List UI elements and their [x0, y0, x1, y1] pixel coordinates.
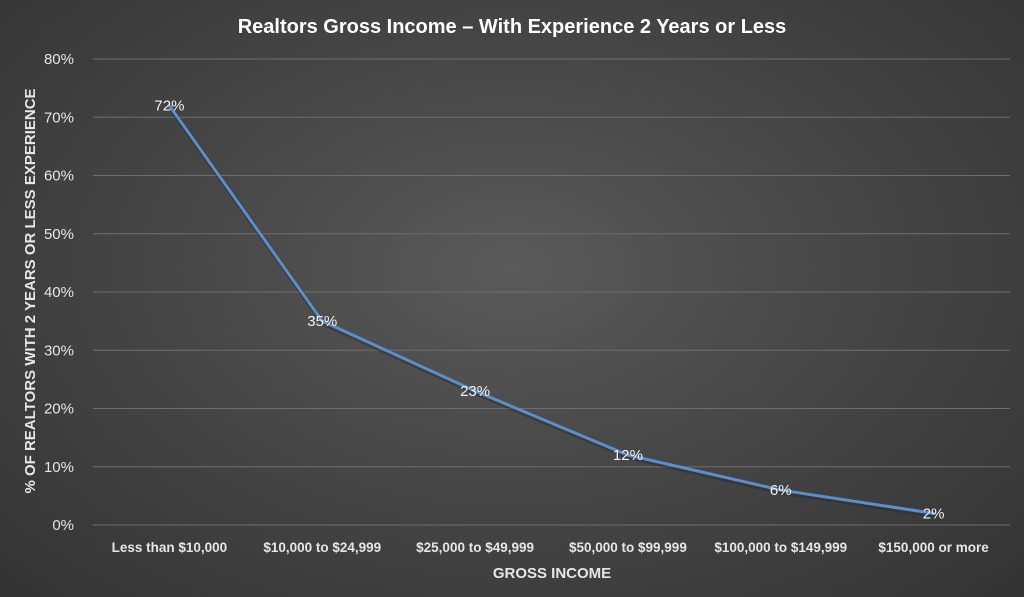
x-tick-label: $25,000 to $49,999	[416, 540, 534, 555]
data-label: 35%	[307, 313, 337, 330]
data-labels: 72% 35% 23% 12% 6% 2%	[154, 98, 944, 523]
y-axis-title: % OF REALTORS WITH 2 YEARS OR LESS EXPER…	[22, 88, 39, 493]
x-tick-label: $50,000 to $99,999	[569, 540, 687, 555]
gridlines	[93, 58, 1010, 526]
x-tick-label: Less than $10,000	[112, 540, 228, 555]
data-point	[779, 488, 783, 492]
x-axis-title: GROSS INCOME	[493, 565, 611, 582]
data-point	[626, 453, 630, 457]
series-line-shadow	[168, 106, 935, 518]
series-layer	[167, 104, 936, 518]
x-tick-label: $10,000 to $24,999	[263, 540, 381, 555]
y-tick-label: 10%	[44, 459, 74, 476]
y-tick-label: 80%	[44, 51, 74, 68]
y-tick-label: 50%	[44, 226, 74, 243]
data-point	[932, 511, 936, 515]
y-tick-label: 40%	[44, 284, 74, 301]
y-tick-label: 70%	[44, 109, 74, 126]
y-axis-ticks: 0% 10% 20% 30% 40% 50% 60% 70% 80%	[44, 51, 74, 534]
y-tick-label: 0%	[52, 517, 74, 534]
y-tick-label: 20%	[44, 401, 74, 418]
data-label: 23%	[460, 383, 490, 400]
y-tick-label: 30%	[44, 342, 74, 359]
chart-title: Realtors Gross Income – With Experience …	[238, 16, 787, 38]
series-line	[168, 104, 934, 515]
x-tick-label: $150,000 or more	[878, 540, 989, 555]
x-axis-ticks: Less than $10,000 $10,000 to $24,999 $25,0…	[112, 540, 990, 555]
data-label: 2%	[923, 505, 945, 522]
y-tick-label: 60%	[44, 168, 74, 185]
data-point	[320, 319, 324, 323]
data-point	[473, 389, 477, 393]
data-label: 12%	[613, 447, 643, 464]
x-tick-label: $100,000 to $149,999	[714, 540, 847, 555]
data-label: 72%	[154, 98, 184, 115]
data-point	[167, 104, 171, 108]
data-label: 6%	[770, 482, 792, 499]
